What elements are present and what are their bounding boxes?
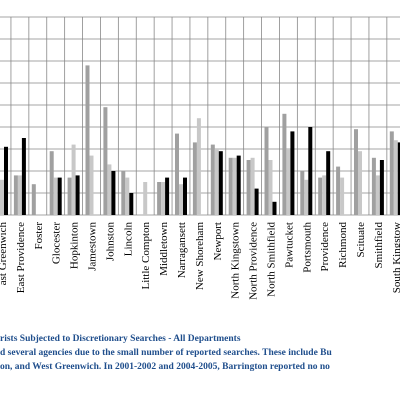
bar [389,131,394,215]
bar [354,129,358,215]
bar [121,171,126,215]
x-tick-label: Scituate [355,222,367,258]
bar [318,177,323,215]
bar [304,179,309,215]
x-tick-label: Middletown [158,222,170,276]
x-tick-label: Pawtucket [283,222,295,268]
bar [67,177,72,215]
x-tick-label: South Kingstow [391,222,400,293]
bar [4,146,8,215]
x-tick-label: Hopkinton [69,222,81,270]
x-tick-label: Foster [33,222,45,250]
bar [175,133,179,215]
bar [336,166,341,215]
bar [393,140,398,215]
bar [85,65,90,216]
x-tick-label: North Kingstown [230,222,242,299]
bar [57,177,62,215]
bar [107,164,112,215]
footnote: d several agencies due to the small numb… [0,348,333,358]
bar [218,151,223,215]
bar [322,175,327,215]
x-tick-label: Jamestown [87,222,99,271]
bar [379,160,384,215]
x-tick-label: Richmond [337,222,349,268]
x-tick-label: New Shoreham [194,222,206,291]
x-tick-label: Portsmouth [301,222,313,273]
x-tick-label: Smithfield [373,222,385,269]
bar [228,157,233,215]
bar [0,179,4,215]
bar [165,177,170,215]
bar [340,177,345,215]
bar [250,157,255,215]
bar [125,177,130,215]
x-tick-label: Glocester [51,222,63,264]
bar [89,155,94,215]
bar [75,175,80,215]
bar [371,157,376,215]
x-tick-label: ast Greenwich [0,222,9,286]
bar [13,175,18,215]
bar [308,127,313,215]
bar [232,157,237,215]
bar [179,184,183,215]
x-tick-label: Little Compton [140,222,152,290]
bar [397,142,400,215]
x-tick-label: Narragansett [176,222,188,278]
bar [157,182,162,215]
bar [286,149,291,215]
bar [31,184,36,215]
bar [214,149,219,215]
bar [358,151,362,215]
bar [196,118,201,215]
bar [183,177,187,215]
bar [290,131,295,215]
bar [246,160,251,215]
bar [268,160,273,215]
bar [210,144,215,215]
bar [254,188,259,215]
bar [326,151,331,215]
bar [192,142,197,215]
x-tick-label: North Smithfield [266,222,278,297]
bar [21,138,26,215]
bar [111,171,116,215]
x-tick-label: Newport [212,222,224,261]
x-tick-label: Lincoln [122,222,134,257]
x-tick-label: North Providence [248,222,260,300]
bar [375,175,380,215]
bar [264,127,269,215]
x-tick-label: Providence [319,222,331,272]
bar [129,193,134,215]
bar [49,151,54,215]
bar [282,113,287,215]
bar [103,107,108,215]
bar [71,144,76,215]
bar [17,175,22,215]
bar [236,155,241,215]
bar [272,201,277,215]
bar [53,177,58,215]
footnote: rists Subjected to Discretionary Searche… [0,334,241,344]
bar [300,171,305,215]
bar [143,182,148,215]
x-tick-label: East Providence [15,222,27,293]
x-tick-label: Johnston [104,222,116,262]
footnote: on, and West Greenwich. In 2001-2002 and… [0,362,330,372]
bar [161,182,166,215]
